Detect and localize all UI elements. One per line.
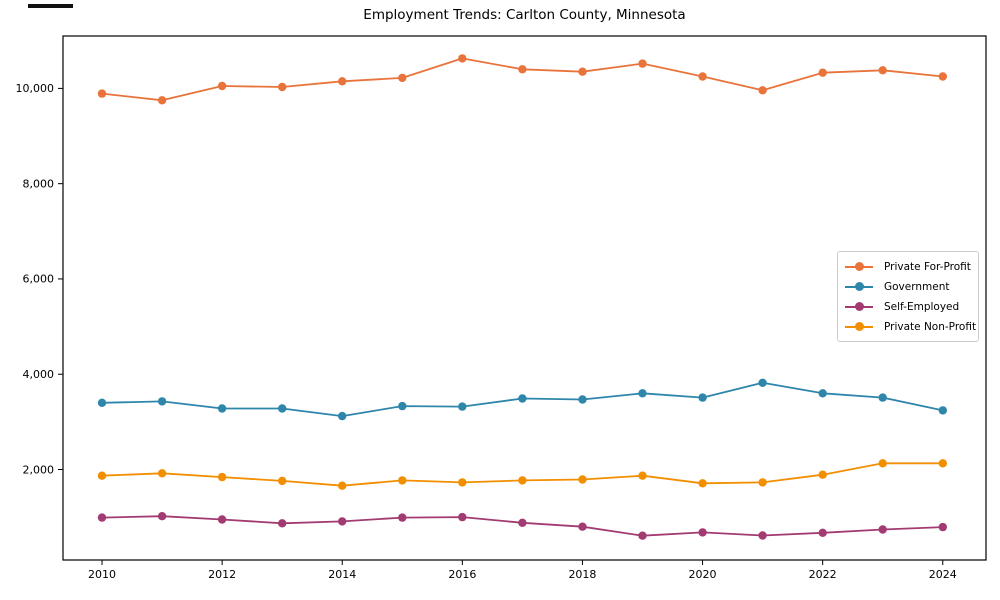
data-point-private-non-profit: [938, 459, 947, 468]
legend-marker-line: [845, 322, 873, 331]
x-tick-label: 2024: [929, 568, 957, 581]
data-point-government: [458, 402, 467, 411]
legend-label: Government: [884, 280, 950, 293]
data-point-government: [578, 395, 587, 404]
data-point-government: [398, 401, 407, 411]
data-point-private-non-profit: [518, 476, 527, 485]
data-point-self-employed: [398, 513, 407, 522]
data-point-government: [758, 378, 767, 387]
data-point-private-for-profit: [458, 54, 467, 63]
legend-marker-dot: [854, 322, 864, 331]
data-point-private-for-profit: [398, 73, 407, 83]
y-tick-label: 10,000: [16, 82, 55, 95]
data-point-self-employed: [97, 513, 107, 522]
data-point-private-for-profit: [938, 72, 947, 81]
data-point-self-employed: [157, 512, 167, 521]
legend-item-government: Government: [845, 277, 978, 296]
data-point-private-non-profit: [578, 475, 587, 484]
legend-item-private-for-profit: Private For-Profit: [845, 257, 978, 276]
data-point-private-non-profit: [157, 469, 167, 478]
data-point-private-non-profit: [878, 459, 887, 468]
data-point-self-employed: [698, 528, 707, 537]
data-point-private-for-profit: [818, 68, 827, 77]
chart-title: Employment Trends: Carlton County, Minne…: [363, 7, 686, 23]
data-point-private-for-profit: [878, 66, 887, 75]
data-point-self-employed: [578, 522, 587, 531]
y-tick-label: 8,000: [23, 177, 55, 190]
legend-marker-line: [845, 282, 873, 291]
legend-item-self-employed: Self-Employed: [845, 297, 978, 316]
legend-label: Private Non-Profit: [884, 320, 977, 333]
legend-item-private-non-profit: Private Non-Profit: [845, 317, 978, 336]
data-point-self-employed: [758, 531, 767, 540]
data-point-private-for-profit: [518, 65, 527, 74]
data-point-self-employed: [518, 518, 527, 527]
x-tick-label: 2022: [809, 568, 837, 581]
data-point-government: [518, 394, 527, 403]
y-tick-label: 4,000: [23, 368, 55, 381]
x-tick-label: 2018: [568, 568, 596, 581]
data-point-self-employed: [938, 522, 947, 532]
legend: Private For-Profit Government Self-Emplo…: [837, 251, 979, 342]
data-point-government: [338, 411, 347, 421]
data-point-self-employed: [818, 528, 827, 537]
legend-marker-dot: [854, 282, 864, 291]
data-point-self-employed: [878, 525, 887, 534]
legend-label: Private For-Profit: [884, 260, 971, 273]
data-point-government: [938, 406, 947, 415]
data-point-self-employed: [217, 515, 227, 524]
data-point-government: [278, 404, 287, 413]
data-point-self-employed: [638, 531, 647, 540]
y-tick-label: 2,000: [23, 463, 55, 476]
data-point-private-non-profit: [698, 479, 707, 488]
data-point-private-non-profit: [458, 478, 467, 487]
data-point-private-for-profit: [698, 72, 707, 81]
data-point-private-non-profit: [818, 470, 827, 479]
legend-marker-dot: [854, 302, 864, 311]
data-point-private-for-profit: [97, 89, 107, 98]
x-tick-label: 2020: [689, 568, 717, 581]
data-point-government: [878, 393, 887, 402]
data-point-private-for-profit: [338, 77, 347, 86]
data-point-self-employed: [278, 519, 287, 528]
data-point-private-non-profit: [278, 476, 287, 486]
data-point-private-non-profit: [338, 481, 347, 490]
x-tick-label: 2010: [88, 568, 116, 581]
x-tick-label: 2014: [328, 568, 356, 581]
data-point-private-for-profit: [578, 67, 587, 76]
series-line-private-for-profit: [101, 57, 943, 102]
data-point-private-for-profit: [217, 81, 227, 91]
window-edge-artifact: [28, 4, 73, 8]
data-point-self-employed: [338, 517, 347, 526]
legend-marker-line: [845, 262, 873, 271]
data-point-private-non-profit: [217, 472, 227, 482]
plot-border: [62, 35, 987, 561]
y-tick-label: 6,000: [23, 273, 55, 286]
data-point-government: [217, 404, 227, 413]
legend-label: Self-Employed: [884, 300, 960, 313]
data-point-private-non-profit: [758, 478, 767, 487]
data-point-government: [818, 389, 827, 398]
legend-marker-dot: [854, 262, 864, 271]
data-point-private-for-profit: [758, 86, 767, 95]
data-point-self-employed: [458, 512, 467, 522]
data-point-private-non-profit: [398, 476, 407, 485]
data-point-government: [157, 397, 167, 406]
legend-marker-line: [845, 302, 873, 311]
x-tick-label: 2016: [448, 568, 476, 581]
data-point-private-for-profit: [638, 59, 647, 68]
data-point-government: [97, 398, 107, 407]
data-point-private-for-profit: [278, 82, 287, 92]
data-point-private-non-profit: [97, 471, 107, 480]
x-tick-label: 2012: [208, 568, 236, 581]
data-point-private-non-profit: [638, 471, 647, 480]
data-point-government: [698, 393, 707, 402]
data-point-private-for-profit: [157, 96, 167, 105]
data-point-government: [638, 389, 647, 398]
